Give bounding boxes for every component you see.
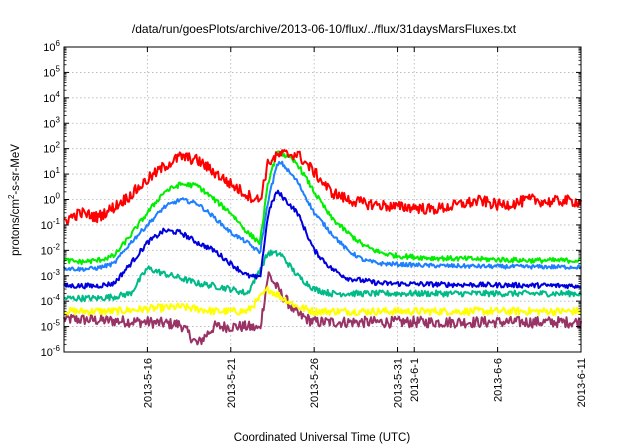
series-line — [63, 271, 582, 346]
y-tick-label: 10-5 — [41, 319, 61, 334]
y-tick-label: 104 — [43, 90, 60, 105]
x-tick-label: 2013-5-16 — [142, 358, 154, 408]
series-line — [63, 150, 582, 266]
y-tick-label: 102 — [43, 141, 60, 156]
y-tick-label: 10-1 — [41, 217, 61, 232]
y-axis-label: protons/cm2-s-sr-MeV — [7, 144, 22, 256]
series-layer — [63, 149, 582, 346]
series-line — [63, 189, 582, 290]
x-tick-label: 2013-6-11 — [576, 358, 588, 407]
chart-title: /data/run/goesPlots/archive/2013-06-10/f… — [132, 22, 517, 36]
series-line — [63, 160, 582, 272]
y-tick-label: 100 — [43, 192, 60, 207]
y-axis: 10-6 10-5 10-4 10-3 10-2 10-1 100 101 102 103 104 1… — [41, 39, 581, 359]
y-tick-label: 10-2 — [41, 242, 61, 257]
grid — [64, 47, 581, 352]
y-tick-label: 101 — [43, 166, 60, 181]
series-line — [63, 285, 582, 317]
x-axis-label: Coordinated Universal Time (UTC) — [234, 432, 411, 444]
y-tick-label: 10-4 — [41, 293, 61, 308]
y-tick-label: 10-3 — [41, 268, 61, 283]
x-tick-label: 2013-5-26 — [309, 358, 321, 408]
series-line — [64, 149, 582, 225]
y-tick-label: 105 — [43, 64, 60, 79]
x-axis: 2013-5-16 2013-5-21 2013-5-26 2013-5-31 2013… — [142, 47, 588, 408]
x-tick-label: 2013-5-31 — [393, 358, 405, 408]
y-tick-label: 106 — [43, 39, 60, 54]
y-tick-label: 10-6 — [41, 344, 61, 359]
series-line — [64, 249, 582, 303]
x-tick-label: 2013-6-6 — [493, 358, 505, 402]
x-tick-label: 2013-6-1 — [409, 358, 421, 402]
x-tick-label: 2013-5-21 — [226, 358, 238, 408]
y-tick-label: 103 — [43, 115, 60, 130]
plot-frame — [63, 46, 582, 353]
